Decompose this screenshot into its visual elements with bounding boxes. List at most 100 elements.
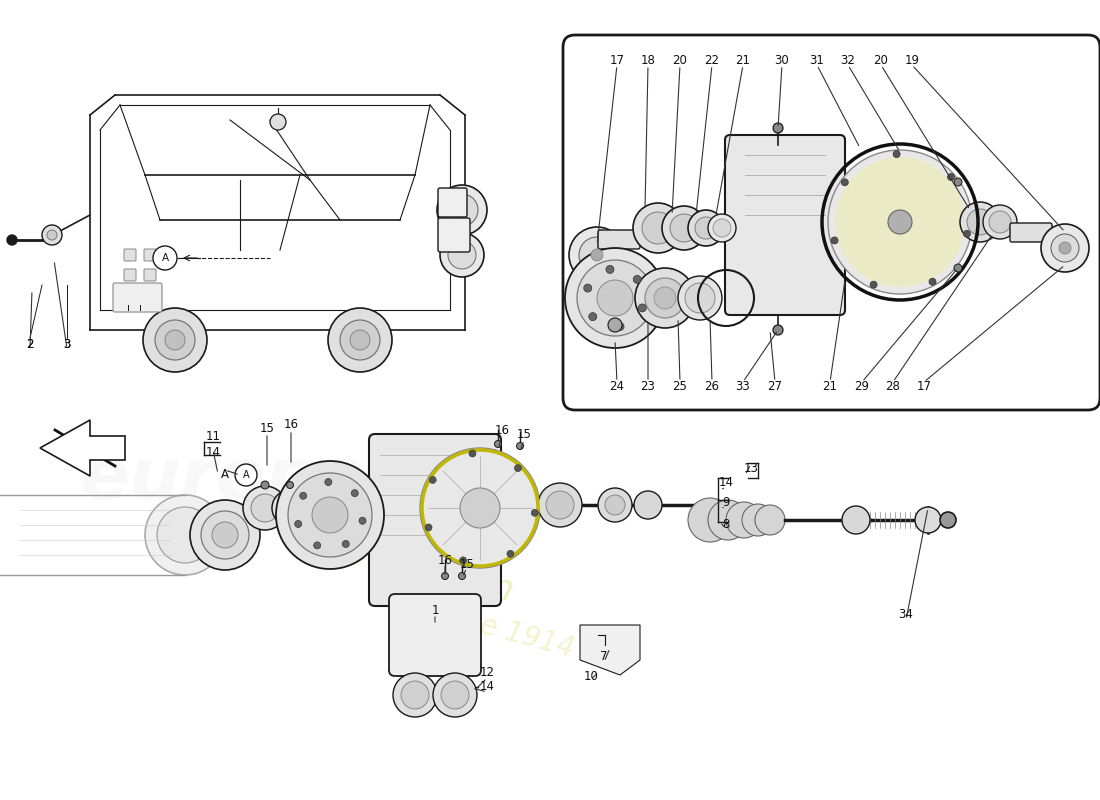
Circle shape xyxy=(642,212,674,244)
FancyBboxPatch shape xyxy=(438,218,470,252)
Text: 33: 33 xyxy=(736,381,750,394)
FancyBboxPatch shape xyxy=(144,269,156,281)
Text: a passion: a passion xyxy=(343,531,517,609)
Text: 2: 2 xyxy=(26,338,34,351)
Text: 32: 32 xyxy=(840,54,856,66)
FancyBboxPatch shape xyxy=(144,249,156,261)
Text: 23: 23 xyxy=(640,381,656,394)
Circle shape xyxy=(157,507,213,563)
Text: 21: 21 xyxy=(823,381,837,394)
Circle shape xyxy=(460,488,500,528)
Circle shape xyxy=(835,157,965,287)
Circle shape xyxy=(960,202,1000,242)
Text: 17: 17 xyxy=(609,54,625,66)
FancyBboxPatch shape xyxy=(124,269,136,281)
Circle shape xyxy=(1050,234,1079,262)
Circle shape xyxy=(893,150,900,158)
Circle shape xyxy=(7,235,16,245)
Circle shape xyxy=(342,541,350,547)
Circle shape xyxy=(190,500,260,570)
FancyBboxPatch shape xyxy=(389,594,481,676)
Circle shape xyxy=(579,237,615,273)
Circle shape xyxy=(842,506,870,534)
Circle shape xyxy=(569,227,625,283)
Text: europarts: europarts xyxy=(80,446,480,514)
Circle shape xyxy=(314,542,321,549)
Text: 15: 15 xyxy=(460,558,474,570)
Circle shape xyxy=(460,557,466,564)
Text: 9: 9 xyxy=(723,495,729,509)
Circle shape xyxy=(446,194,478,226)
Circle shape xyxy=(983,205,1018,239)
Circle shape xyxy=(708,500,748,540)
Text: 28: 28 xyxy=(886,381,901,394)
Circle shape xyxy=(940,512,956,528)
Circle shape xyxy=(954,264,962,272)
Circle shape xyxy=(235,464,257,486)
Circle shape xyxy=(251,494,279,522)
Circle shape xyxy=(964,230,970,238)
Text: 25: 25 xyxy=(672,381,688,394)
Circle shape xyxy=(915,507,940,533)
Text: 34: 34 xyxy=(899,607,913,621)
Circle shape xyxy=(742,504,774,536)
Circle shape xyxy=(597,280,632,316)
Text: 20: 20 xyxy=(873,54,889,66)
Text: 29: 29 xyxy=(855,381,869,394)
Circle shape xyxy=(212,522,238,548)
Circle shape xyxy=(967,209,993,235)
Circle shape xyxy=(645,278,685,318)
Circle shape xyxy=(272,490,308,526)
Text: 14: 14 xyxy=(718,475,734,489)
Text: 11: 11 xyxy=(206,430,220,442)
Circle shape xyxy=(433,673,477,717)
Text: 1: 1 xyxy=(431,603,439,617)
Text: 15: 15 xyxy=(517,429,531,442)
Circle shape xyxy=(670,214,698,242)
Circle shape xyxy=(638,304,647,312)
Circle shape xyxy=(1041,224,1089,272)
Circle shape xyxy=(312,497,348,533)
Circle shape xyxy=(459,573,465,579)
Circle shape xyxy=(685,283,715,313)
Text: 10: 10 xyxy=(584,670,598,682)
Circle shape xyxy=(578,260,653,336)
Circle shape xyxy=(755,505,785,535)
Circle shape xyxy=(616,322,624,330)
Circle shape xyxy=(531,510,538,516)
Circle shape xyxy=(425,524,432,531)
Circle shape xyxy=(546,491,574,519)
FancyBboxPatch shape xyxy=(725,135,845,315)
Circle shape xyxy=(276,461,384,569)
Circle shape xyxy=(632,203,683,253)
Text: 30: 30 xyxy=(774,54,790,66)
Text: 3: 3 xyxy=(64,338,70,351)
Circle shape xyxy=(359,518,366,524)
Circle shape xyxy=(155,320,195,360)
Circle shape xyxy=(634,491,662,519)
Text: 14: 14 xyxy=(480,681,495,694)
FancyBboxPatch shape xyxy=(124,249,136,261)
Circle shape xyxy=(279,497,301,519)
Text: 16: 16 xyxy=(284,418,298,430)
Text: 31: 31 xyxy=(810,54,824,66)
Text: 22: 22 xyxy=(704,54,719,66)
Circle shape xyxy=(299,492,307,499)
Circle shape xyxy=(584,284,592,292)
Circle shape xyxy=(635,268,695,328)
Circle shape xyxy=(830,237,838,244)
Circle shape xyxy=(441,681,469,709)
Circle shape xyxy=(286,482,294,489)
Circle shape xyxy=(350,330,370,350)
Text: 16: 16 xyxy=(438,554,452,566)
Circle shape xyxy=(598,488,632,522)
Circle shape xyxy=(440,233,484,277)
Text: A: A xyxy=(243,470,250,480)
Circle shape xyxy=(145,495,226,575)
Text: 2: 2 xyxy=(26,338,34,351)
Text: 8: 8 xyxy=(723,518,729,530)
Circle shape xyxy=(495,441,502,447)
Text: 15: 15 xyxy=(260,422,274,434)
Circle shape xyxy=(351,490,359,497)
FancyBboxPatch shape xyxy=(1010,223,1052,242)
